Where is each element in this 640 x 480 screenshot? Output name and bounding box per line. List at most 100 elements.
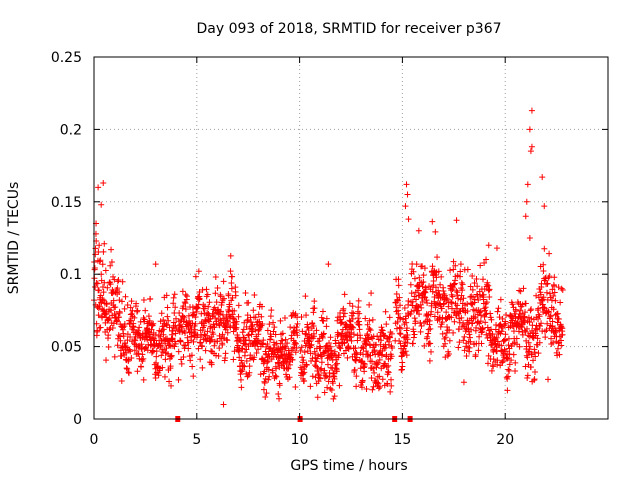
data-point xyxy=(343,332,350,339)
data-point xyxy=(502,331,509,338)
data-point xyxy=(407,281,414,288)
plot-frame xyxy=(93,56,609,420)
data-point xyxy=(460,379,467,386)
data-point xyxy=(459,287,466,294)
data-point xyxy=(185,345,192,352)
data-point xyxy=(547,312,554,319)
data-point xyxy=(166,342,173,349)
data-point xyxy=(395,310,402,317)
data-point xyxy=(212,315,219,322)
data-point xyxy=(228,279,235,286)
data-point xyxy=(323,373,330,380)
data-point xyxy=(453,287,460,294)
data-point xyxy=(163,292,170,299)
data-point xyxy=(335,331,342,338)
data-point xyxy=(477,262,484,269)
data-point xyxy=(326,339,333,346)
data-point xyxy=(434,254,441,261)
data-point xyxy=(410,268,417,275)
data-point xyxy=(409,298,416,305)
data-point xyxy=(425,326,432,333)
data-point xyxy=(273,365,280,372)
data-point xyxy=(355,304,362,311)
data-point xyxy=(239,359,246,366)
data-point xyxy=(99,283,106,290)
data-point xyxy=(395,276,402,283)
data-point xyxy=(450,266,457,273)
data-point xyxy=(133,300,140,307)
data-point xyxy=(486,293,493,300)
data-point xyxy=(279,330,286,337)
data-point xyxy=(386,314,393,321)
data-point xyxy=(319,353,326,360)
data-point xyxy=(494,357,501,364)
data-point xyxy=(513,341,520,348)
data-point xyxy=(284,340,291,347)
data-point xyxy=(330,395,337,402)
data-point xyxy=(199,364,206,371)
data-point xyxy=(535,350,542,357)
data-point xyxy=(369,316,376,323)
data-point xyxy=(170,294,177,301)
data-point xyxy=(523,325,530,332)
data-point xyxy=(403,352,410,359)
data-point xyxy=(224,318,231,325)
data-point xyxy=(443,309,450,316)
data-point xyxy=(360,345,367,352)
data-point xyxy=(531,376,538,383)
data-point xyxy=(469,286,476,293)
data-point xyxy=(464,266,471,273)
data-point xyxy=(368,375,375,382)
data-point xyxy=(140,297,147,304)
data-point xyxy=(478,340,485,347)
data-point xyxy=(257,371,264,378)
data-point xyxy=(108,259,115,266)
data-point xyxy=(155,372,162,379)
data-point xyxy=(408,308,415,315)
data-point xyxy=(429,263,436,270)
data-point xyxy=(122,340,129,347)
data-point xyxy=(367,342,374,349)
data-point xyxy=(458,314,465,321)
data-point xyxy=(550,293,557,300)
data-point xyxy=(202,332,209,339)
data-point xyxy=(551,274,558,281)
x-axis-label: GPS time / hours xyxy=(290,458,407,474)
data-point xyxy=(310,322,317,329)
data-point xyxy=(136,324,143,331)
data-point xyxy=(536,323,543,330)
data-point xyxy=(115,332,122,339)
data-point xyxy=(279,337,286,344)
data-point xyxy=(277,317,284,324)
data-point xyxy=(435,268,442,275)
data-point xyxy=(376,373,383,380)
data-point xyxy=(311,333,318,340)
data-point xyxy=(336,352,343,359)
data-point xyxy=(205,303,212,310)
data-point xyxy=(308,341,315,348)
data-point xyxy=(99,261,106,268)
y-tick-label: 0.15 xyxy=(51,195,82,211)
data-point xyxy=(294,320,301,327)
data-point xyxy=(416,274,423,281)
data-point xyxy=(141,316,148,323)
data-point xyxy=(453,217,460,224)
data-point xyxy=(311,362,318,369)
data-point xyxy=(108,246,115,253)
data-point xyxy=(298,344,305,351)
data-point xyxy=(216,322,223,329)
data-point xyxy=(169,327,176,334)
data-point xyxy=(476,309,483,316)
data-point xyxy=(548,335,555,342)
data-point xyxy=(282,336,289,343)
data-point xyxy=(117,337,124,344)
data-point xyxy=(442,334,449,341)
data-point xyxy=(535,305,542,312)
data-point xyxy=(502,336,508,343)
data-point xyxy=(545,309,552,316)
data-point xyxy=(485,287,492,294)
data-point xyxy=(324,384,331,391)
data-point xyxy=(557,299,564,306)
data-point xyxy=(558,342,565,349)
data-point xyxy=(544,280,551,287)
